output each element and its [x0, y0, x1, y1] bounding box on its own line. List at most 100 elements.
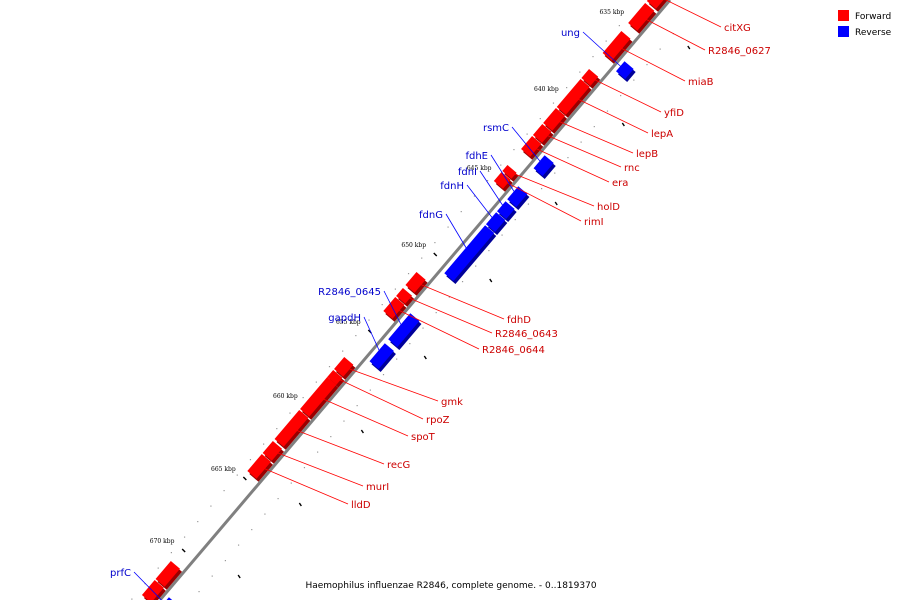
gene-label-rimI[interactable]: rimI [584, 217, 604, 228]
leader-line [511, 126, 544, 166]
gene-label-rpoZ[interactable]: rpoZ [426, 415, 450, 426]
gene-label-fdnI[interactable]: fdnI [458, 167, 477, 178]
tick-label: 665 kbp [211, 466, 236, 473]
scale-dot [198, 591, 200, 593]
scale-dot [501, 234, 503, 236]
scale-dot [618, 25, 620, 27]
gene-block-rsmC [533, 155, 556, 180]
gene-block-body [543, 107, 566, 131]
tick-label: 670 kbp [150, 538, 175, 545]
tick-mark [554, 201, 558, 206]
gene-label-R2846_0627[interactable]: R2846_0627 [708, 46, 771, 57]
leader-line [403, 295, 493, 334]
scale-dot [368, 319, 370, 321]
gene-label-spoT[interactable]: spoT [411, 432, 436, 443]
gene-label-fdnH[interactable]: fdnH [440, 181, 464, 192]
scale-dot [369, 389, 371, 391]
scale-dot [328, 366, 331, 368]
scale-dot [435, 312, 437, 314]
gene-block-body [556, 78, 590, 115]
leader-line [445, 213, 470, 254]
gene-label-miaB[interactable]: miaB [688, 77, 714, 88]
gene-label-recG[interactable]: recG [387, 460, 410, 471]
scale-dot [579, 71, 581, 73]
gene-label-fdhD[interactable]: fdhD [507, 315, 531, 326]
scale-dot [421, 257, 423, 259]
scale-dot [289, 412, 291, 414]
gene-labels: citXG R2846_0627 miaB yfiD lepA lepB rnc era hol… [110, 23, 771, 579]
gene-block-prfC [166, 597, 173, 600]
gene-label-lepA[interactable]: lepA [651, 129, 673, 140]
tick-mark [489, 278, 493, 283]
gene-label-R2846_0645[interactable]: R2846_0645 [318, 287, 381, 298]
scale-dot [381, 304, 383, 306]
gene-block-body [533, 155, 554, 177]
leader-line [133, 571, 162, 600]
scale-dot [342, 350, 344, 352]
tick-label: 635 kbp [599, 9, 624, 16]
scale-dot [606, 110, 609, 112]
scale-dot [659, 48, 661, 50]
gene-label-rnc[interactable]: rnc [624, 163, 640, 174]
tick-mark [621, 122, 625, 127]
scale-dot [488, 250, 490, 252]
gene-label-era[interactable]: era [612, 178, 628, 189]
scale-dot [249, 459, 252, 461]
scale-dot [646, 64, 648, 66]
leader-line [530, 146, 610, 183]
gene-label-R2846_0644[interactable]: R2846_0644 [482, 345, 545, 356]
gene-label-gapdH[interactable]: gapdH [328, 313, 361, 324]
scale-dot [236, 474, 238, 476]
legend-forward-swatch [838, 10, 849, 21]
scale-dot [514, 219, 516, 221]
gene-label-prfC[interactable]: prfC [110, 568, 131, 579]
gene-label-gmk[interactable]: gmk [441, 397, 463, 408]
gene-block-fdhD [405, 271, 428, 296]
gene-label-murI[interactable]: murI [366, 482, 389, 493]
scale-dot [330, 436, 332, 438]
gene-label-R2846_0643[interactable]: R2846_0643 [495, 329, 558, 340]
gene-label-citXG[interactable]: citXG [724, 23, 751, 34]
scale-dots [131, 25, 674, 600]
scale-dot [434, 242, 436, 244]
tick-mark [687, 45, 691, 50]
gene-block-body [141, 579, 164, 600]
gene-block-R2846_0627 [628, 2, 657, 34]
gene-label-ung[interactable]: ung [561, 28, 580, 39]
scale-dot [447, 226, 449, 228]
scale-dot [460, 211, 462, 213]
scale-dot [407, 273, 410, 275]
leader-line [589, 77, 662, 113]
gene-label-holD[interactable]: holD [597, 202, 620, 213]
leader-line [490, 154, 518, 197]
scale-dot [448, 296, 450, 298]
leader-line [334, 377, 424, 420]
tick-mark [433, 252, 438, 257]
gene-label-lepB[interactable]: lepB [636, 149, 658, 160]
scale-dot [526, 133, 528, 135]
tick-mark [360, 429, 364, 434]
gene-label-fdhE[interactable]: fdhE [465, 151, 488, 162]
scale-dot [539, 118, 541, 120]
gene-block-citXG [646, 0, 668, 12]
scale-dot [276, 428, 278, 430]
leader-line [272, 450, 364, 487]
scale-dot [251, 529, 253, 531]
leader-line [343, 366, 439, 402]
leader-line [466, 184, 496, 223]
scale-dot [211, 575, 213, 577]
gene-label-rsmC[interactable]: rsmC [483, 123, 509, 134]
gene-label-lldD[interactable]: lldD [351, 500, 371, 511]
scale-dot [566, 87, 568, 89]
scale-dot [317, 451, 319, 453]
tick-label: 640 kbp [534, 86, 559, 93]
leader-line [363, 316, 383, 357]
legend-reverse-swatch [838, 26, 849, 37]
scale-dot [552, 102, 555, 104]
leader-line [258, 466, 349, 505]
gene-label-yfiD[interactable]: yfiD [664, 108, 684, 119]
gene-label-fdnG[interactable]: fdnG [419, 210, 443, 221]
scale-dot [290, 482, 292, 484]
